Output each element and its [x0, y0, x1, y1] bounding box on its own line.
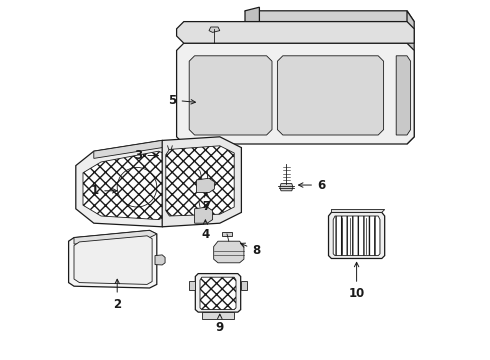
Text: 6: 6	[298, 179, 325, 192]
Text: 1: 1	[91, 184, 117, 197]
Text: 4: 4	[201, 220, 210, 240]
Polygon shape	[83, 151, 184, 220]
Polygon shape	[162, 137, 242, 227]
Polygon shape	[176, 22, 414, 43]
Polygon shape	[396, 56, 411, 135]
Polygon shape	[200, 277, 236, 310]
Polygon shape	[162, 149, 175, 158]
Polygon shape	[280, 184, 293, 191]
Polygon shape	[76, 140, 191, 227]
Polygon shape	[277, 56, 384, 135]
Text: 10: 10	[348, 262, 365, 300]
Polygon shape	[74, 236, 152, 284]
Polygon shape	[214, 241, 244, 263]
Text: 3: 3	[134, 149, 158, 162]
Polygon shape	[94, 140, 173, 158]
Polygon shape	[176, 43, 414, 144]
Polygon shape	[222, 232, 232, 236]
Polygon shape	[189, 56, 272, 135]
Polygon shape	[202, 312, 234, 319]
Polygon shape	[196, 178, 215, 193]
Polygon shape	[155, 255, 165, 265]
Text: 9: 9	[216, 314, 224, 334]
Polygon shape	[69, 230, 157, 288]
Polygon shape	[331, 210, 385, 212]
Polygon shape	[245, 7, 259, 22]
Polygon shape	[195, 207, 213, 223]
Polygon shape	[245, 11, 414, 22]
Text: 8: 8	[241, 243, 261, 257]
Text: 7: 7	[202, 193, 211, 213]
Polygon shape	[328, 212, 385, 258]
Polygon shape	[196, 274, 241, 312]
Text: 2: 2	[113, 279, 121, 311]
Text: 5: 5	[169, 94, 196, 107]
Polygon shape	[166, 146, 234, 216]
Polygon shape	[189, 281, 196, 290]
Polygon shape	[74, 230, 157, 244]
Polygon shape	[407, 11, 414, 144]
Polygon shape	[241, 281, 247, 290]
Polygon shape	[333, 216, 380, 256]
Polygon shape	[209, 27, 220, 32]
